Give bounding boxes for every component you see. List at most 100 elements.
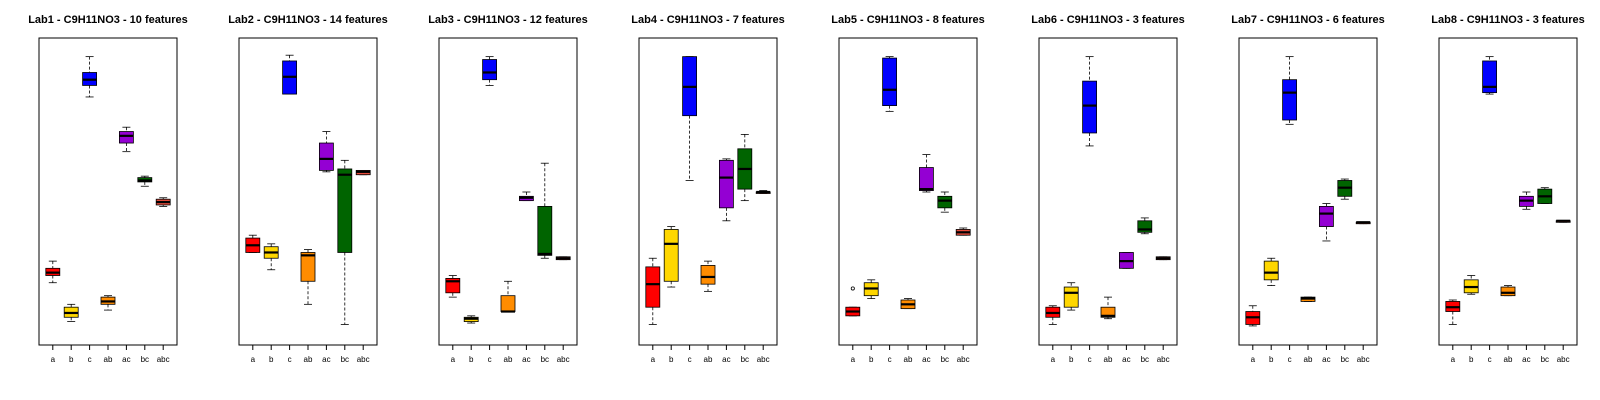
- box-abc: [155, 197, 171, 207]
- box-ac: [119, 126, 134, 153]
- x-tick-label-ab: ab: [1304, 355, 1313, 364]
- box-b: [1063, 282, 1079, 311]
- x-tick-label-abc: abc: [957, 355, 970, 364]
- box-body: [1282, 79, 1297, 121]
- box-a: [1445, 299, 1461, 325]
- box-b: [63, 303, 79, 323]
- panel-title: Lab8 - C9H11NO3 - 3 features: [1431, 14, 1584, 26]
- x-tick-label-abc: abc: [157, 355, 170, 364]
- x-tick-label-ab: ab: [1104, 355, 1113, 364]
- box-body: [1100, 306, 1116, 318]
- box-body: [645, 266, 661, 308]
- x-tick-label-bc: bc: [941, 355, 949, 364]
- x-tick-label-abc: abc: [1357, 355, 1370, 364]
- box-bc: [1337, 178, 1353, 200]
- x-tick-label-abc: abc: [1157, 355, 1170, 364]
- x-tick-label-b: b: [469, 355, 474, 364]
- box-b: [863, 279, 879, 299]
- box-c: [682, 56, 697, 181]
- x-tick-label-ac: ac: [1322, 355, 1330, 364]
- x-tick-label-ac: ac: [1522, 355, 1530, 364]
- x-tick-label-bc: bc: [541, 355, 549, 364]
- x-tick-label-b: b: [269, 355, 274, 364]
- box-b: [1263, 257, 1279, 287]
- box-ab: [1300, 296, 1316, 302]
- box-body: [1082, 80, 1097, 134]
- panel-title: Lab4 - C9H11NO3 - 7 features: [631, 14, 784, 26]
- box-bc: [1137, 217, 1153, 235]
- panel-title: Lab6 - C9H11NO3 - 3 features: [1031, 14, 1184, 26]
- x-tick-label-c: c: [1088, 355, 1092, 364]
- x-tick-label-bc: bc: [341, 355, 349, 364]
- panel-title: Lab2 - C9H11NO3 - 14 features: [228, 14, 388, 26]
- box-bc: [537, 162, 553, 259]
- x-tick-label-ac: ac: [122, 355, 130, 364]
- box-c: [82, 56, 97, 98]
- box-body: [1482, 60, 1497, 94]
- x-tick-label-bc: bc: [1141, 355, 1149, 364]
- box-body: [537, 205, 553, 256]
- x-tick-label-ac: ac: [322, 355, 330, 364]
- x-tick-label-ab: ab: [304, 355, 313, 364]
- box-ac: [719, 158, 734, 222]
- panel-title: Lab7 - C9H11NO3 - 6 features: [1231, 14, 1384, 26]
- box-abc: [1355, 221, 1371, 225]
- box-abc: [355, 169, 371, 176]
- box-body: [700, 265, 716, 285]
- box-b: [463, 315, 479, 324]
- box-body: [300, 252, 316, 282]
- x-tick-label-b: b: [669, 355, 674, 364]
- box-bc: [337, 159, 353, 325]
- box-c: [1482, 56, 1497, 95]
- box-body: [882, 57, 897, 106]
- x-tick-label-b: b: [1269, 355, 1274, 364]
- box-c: [482, 56, 498, 86]
- box-body: [500, 295, 516, 312]
- box-a: [1045, 305, 1061, 325]
- box-body: [1500, 286, 1516, 297]
- box-a: [245, 234, 261, 253]
- x-tick-label-bc: bc: [1541, 355, 1549, 364]
- x-tick-label-abc: abc: [357, 355, 370, 364]
- box-a: [845, 286, 861, 317]
- x-tick-label-abc: abc: [757, 355, 770, 364]
- box-body: [482, 59, 498, 81]
- x-tick-label-b: b: [869, 355, 874, 364]
- x-tick-label-a: a: [1451, 355, 1456, 364]
- box-abc: [955, 227, 971, 236]
- box-ac: [519, 191, 534, 202]
- box-ac: [1319, 203, 1334, 242]
- box-c: [882, 56, 897, 112]
- x-tick-label-c: c: [888, 355, 892, 364]
- x-tick-label-ab: ab: [504, 355, 513, 364]
- box-ab: [900, 298, 916, 310]
- x-tick-label-abc: abc: [557, 355, 570, 364]
- box-a: [645, 257, 661, 325]
- box-c: [282, 54, 298, 95]
- box-body: [318, 142, 334, 171]
- x-tick-label-c: c: [1488, 355, 1492, 364]
- box-c: [1082, 56, 1097, 147]
- box-a: [1245, 305, 1261, 327]
- box-body: [1063, 286, 1079, 308]
- x-tick-label-ab: ab: [904, 355, 913, 364]
- plot-frame: [1438, 37, 1578, 346]
- x-tick-label-bc: bc: [1341, 355, 1349, 364]
- box-b: [663, 226, 679, 288]
- x-tick-label-c: c: [288, 355, 292, 364]
- x-tick-label-bc: bc: [741, 355, 749, 364]
- box-bc: [1537, 187, 1553, 204]
- box-ab: [100, 295, 116, 311]
- box-ac: [1119, 252, 1134, 269]
- x-tick-label-ac: ac: [1122, 355, 1130, 364]
- box-body: [119, 131, 134, 144]
- x-tick-label-a: a: [251, 355, 256, 364]
- box-b: [263, 243, 279, 271]
- box-ab: [500, 280, 516, 313]
